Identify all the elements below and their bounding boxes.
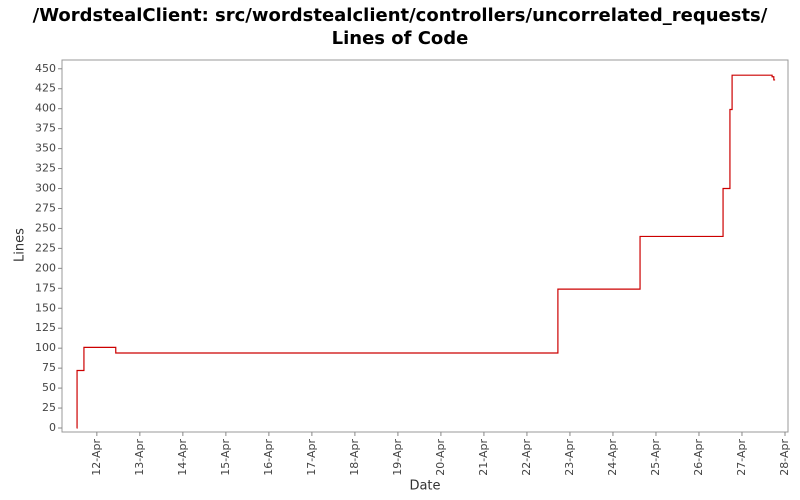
x-tick-label: 12-Apr <box>90 439 103 476</box>
chart-subtitle: Lines of Code <box>332 28 469 49</box>
y-tick-label: 325 <box>35 162 56 175</box>
x-tick-label: 27-Apr <box>735 439 748 476</box>
y-tick-label: 175 <box>35 281 56 294</box>
x-tick-label: 18-Apr <box>348 439 361 476</box>
x-tick-label: 13-Apr <box>133 439 146 476</box>
y-tick-label: 150 <box>35 301 56 314</box>
chart-title: /WordstealClient: src/wordstealclient/co… <box>33 5 768 26</box>
x-tick-label: 23-Apr <box>563 439 576 476</box>
x-tick-label: 16-Apr <box>262 439 275 476</box>
x-tick-label: 21-Apr <box>477 439 490 476</box>
data-line <box>76 74 776 429</box>
x-tick-label: 15-Apr <box>219 439 232 476</box>
x-tick-label: 28-Apr <box>778 439 791 476</box>
x-tick-label: 26-Apr <box>692 439 705 476</box>
x-tick-label: 19-Apr <box>391 439 404 476</box>
x-axis-label: Date <box>409 479 440 494</box>
y-tick-label: 100 <box>35 341 56 354</box>
x-tick-label: 24-Apr <box>606 439 619 476</box>
y-tick-label: 425 <box>35 82 56 95</box>
y-axis-label: Lines <box>13 228 28 262</box>
x-tick-label: 14-Apr <box>176 439 189 476</box>
x-tick-label: 22-Apr <box>520 439 533 476</box>
y-tick-label: 350 <box>35 142 56 155</box>
y-tick-label: 450 <box>35 62 56 75</box>
plot-area <box>61 59 789 433</box>
y-tick-label: 0 <box>49 421 56 434</box>
y-tick-label: 75 <box>42 361 56 374</box>
x-tick-label: 20-Apr <box>434 439 447 476</box>
y-tick-label: 375 <box>35 122 56 135</box>
y-tick-label: 200 <box>35 261 56 274</box>
y-tick-label: 50 <box>42 381 56 394</box>
y-tick-label: 250 <box>35 221 56 234</box>
y-tick-label: 125 <box>35 321 56 334</box>
y-tick-label: 25 <box>42 401 56 414</box>
y-tick-label: 275 <box>35 201 56 214</box>
y-tick-label: 300 <box>35 182 56 195</box>
y-tick-label: 225 <box>35 241 56 254</box>
x-tick-label: 25-Apr <box>649 439 662 476</box>
x-tick-label: 17-Apr <box>305 439 318 476</box>
y-tick-label: 400 <box>35 102 56 115</box>
